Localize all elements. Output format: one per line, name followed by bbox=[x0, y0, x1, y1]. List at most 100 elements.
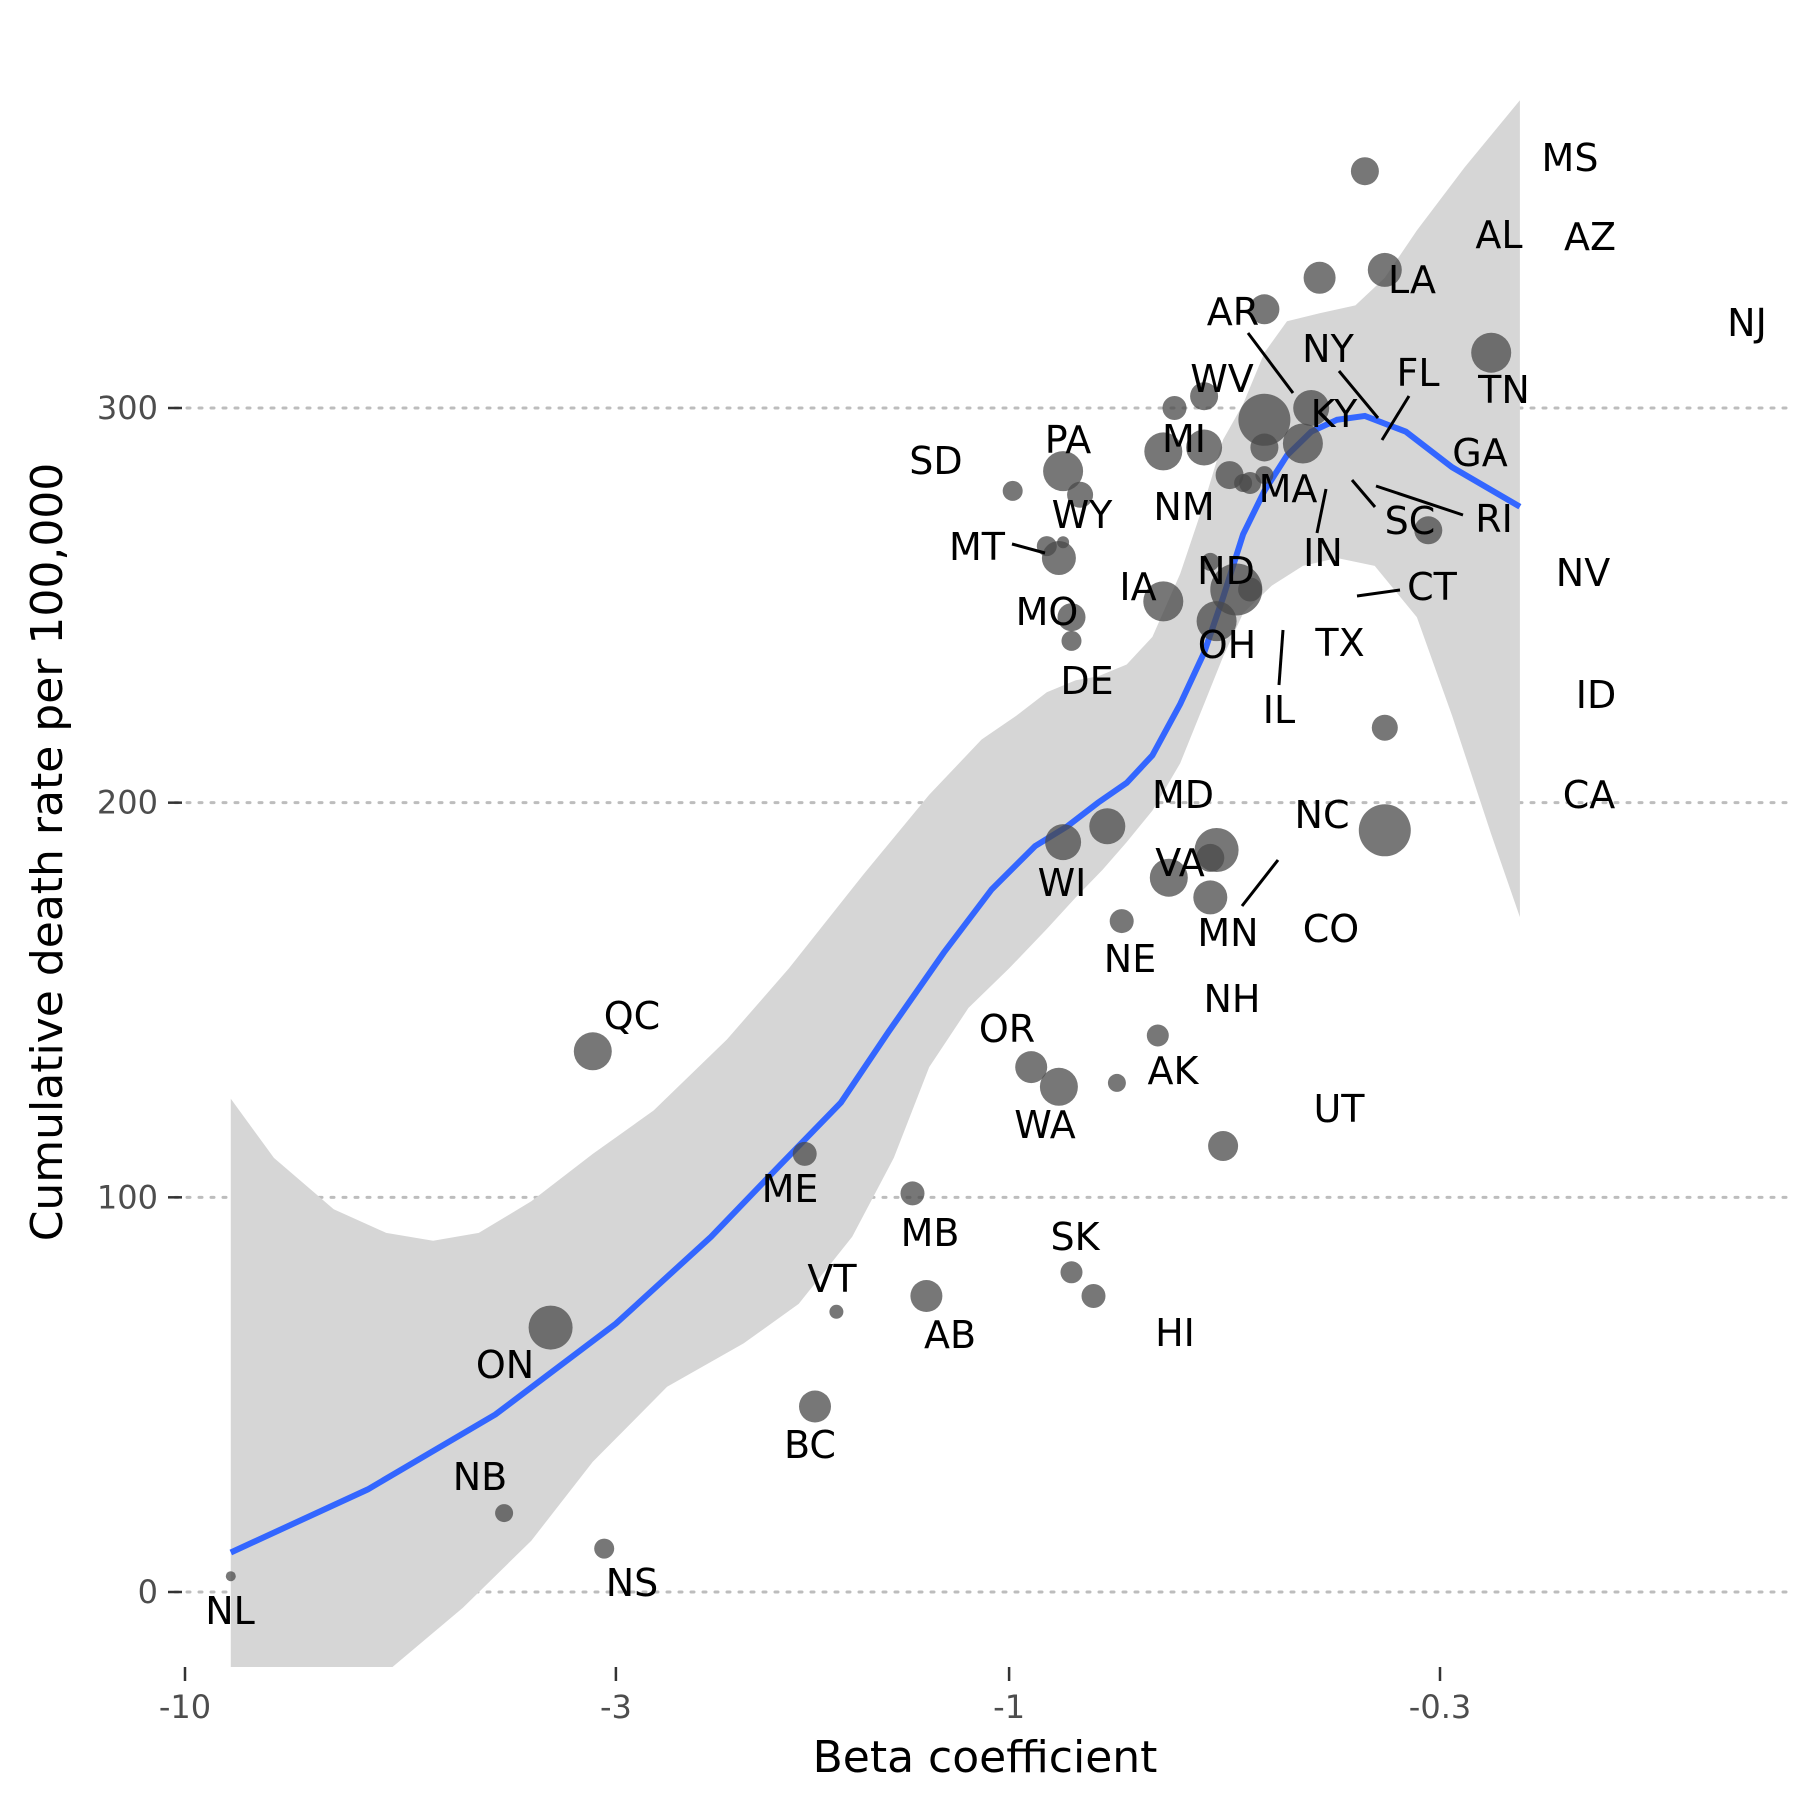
point-de bbox=[1061, 630, 1082, 651]
point-label-in: IN bbox=[1303, 531, 1343, 575]
y-tick-label: 300 bbox=[97, 389, 158, 427]
x-tick-label: -3 bbox=[600, 1688, 632, 1726]
point-sd bbox=[1002, 480, 1023, 501]
point-label-nc: NC bbox=[1295, 793, 1350, 837]
x-tick-label: -0.3 bbox=[1409, 1688, 1471, 1726]
point-label-ma: MA bbox=[1259, 467, 1318, 511]
point-label-nb: NB bbox=[453, 1455, 508, 1499]
point-wy bbox=[1057, 536, 1070, 549]
point-mi bbox=[1144, 432, 1183, 471]
point-label-oh: OH bbox=[1198, 623, 1256, 667]
leader-line bbox=[1277, 629, 1285, 686]
x-axis-title: Beta coefficient bbox=[813, 1732, 1158, 1783]
point-ne bbox=[1109, 909, 1134, 934]
point-ia bbox=[1057, 603, 1086, 632]
point-label-ia: IA bbox=[1119, 565, 1156, 609]
point-mb bbox=[900, 1181, 925, 1206]
point-ny bbox=[1238, 393, 1291, 446]
point-ut bbox=[1208, 1131, 1239, 1161]
point-on bbox=[528, 1305, 573, 1350]
point-label-wi: WI bbox=[1038, 861, 1087, 905]
leader-line bbox=[1380, 395, 1411, 441]
point-label-ct: CT bbox=[1407, 565, 1458, 609]
point-nl bbox=[225, 1571, 236, 1582]
leader-line bbox=[1337, 370, 1380, 419]
point-label-mt: MT bbox=[949, 525, 1006, 569]
x-tick-label: -10 bbox=[159, 1688, 211, 1726]
point-va bbox=[1149, 858, 1188, 897]
point-tx bbox=[1210, 563, 1263, 616]
point-label-nj: NJ bbox=[1727, 301, 1767, 345]
y-tick-label: 0 bbox=[138, 1573, 158, 1611]
point-ky bbox=[1186, 429, 1223, 466]
leader-line bbox=[1011, 542, 1046, 555]
leader-line bbox=[1240, 859, 1280, 907]
point-bc bbox=[799, 1390, 831, 1423]
point-ga bbox=[1282, 423, 1323, 464]
point-label-wv: WV bbox=[1190, 357, 1254, 401]
point-label-ri: RI bbox=[1475, 497, 1513, 541]
point-label-pa: PA bbox=[1045, 418, 1091, 462]
point-label-ne: NE bbox=[1104, 937, 1156, 981]
point-pa bbox=[1043, 451, 1084, 492]
point-label-id: ID bbox=[1576, 673, 1616, 717]
point-wa bbox=[1039, 1067, 1078, 1106]
point-label-fl: FL bbox=[1396, 351, 1439, 395]
y-tick-label: 200 bbox=[97, 784, 158, 822]
point-label-sc: SC bbox=[1385, 499, 1436, 543]
point-label-nh: NH bbox=[1204, 977, 1261, 1021]
point-nd bbox=[1143, 581, 1184, 622]
point-labels: NL NB NS ON QC BC VT ME MB AB OR WA SK HI AK NE NH UT WI MD… bbox=[205, 136, 1767, 1633]
point-mn bbox=[1196, 843, 1225, 872]
point-ct bbox=[1238, 577, 1263, 602]
point-in bbox=[1234, 474, 1253, 492]
point-ar bbox=[1190, 382, 1219, 411]
point-nj bbox=[1471, 332, 1512, 373]
point-nm bbox=[1067, 481, 1094, 508]
point-me bbox=[792, 1141, 817, 1166]
point-co bbox=[1193, 880, 1228, 915]
point-label-ky: KY bbox=[1311, 392, 1359, 436]
confidence-ribbon bbox=[230, 100, 1520, 1668]
point-sk bbox=[1060, 1261, 1083, 1284]
y-tick-label: 100 bbox=[97, 1178, 158, 1216]
point-label-mi: MI bbox=[1162, 417, 1206, 461]
point-label-nm: NM bbox=[1153, 485, 1214, 529]
point-tn bbox=[1293, 390, 1330, 426]
data-points bbox=[225, 157, 1512, 1582]
point-label-va: VA bbox=[1155, 841, 1205, 885]
leader-line bbox=[1315, 488, 1328, 534]
point-label-tx: TX bbox=[1314, 621, 1364, 665]
point-label-on: ON bbox=[476, 1343, 534, 1387]
point-id bbox=[1371, 714, 1398, 741]
point-label-sd: SD bbox=[909, 439, 962, 483]
point-label-qc: QC bbox=[604, 994, 660, 1038]
leader-line bbox=[1246, 332, 1295, 394]
point-label-az: AZ bbox=[1564, 215, 1616, 259]
point-label-nd: ND bbox=[1197, 549, 1255, 593]
point-label-nl: NL bbox=[205, 1589, 255, 1633]
point-label-wy: WY bbox=[1052, 493, 1114, 537]
axis-ticks: 0 100 200 300 -10 -3 -1 -0.3 bbox=[97, 389, 1471, 1726]
y-axis-title: Cumulative death rate per 100,000 bbox=[22, 463, 73, 1242]
point-label-sk: SK bbox=[1050, 1215, 1100, 1259]
point-label-mn: MN bbox=[1197, 911, 1258, 955]
point-label-md: MD bbox=[1152, 773, 1214, 817]
point-label-la: LA bbox=[1388, 258, 1436, 302]
point-fl bbox=[1250, 433, 1279, 462]
point-nb bbox=[495, 1504, 514, 1523]
point-nv bbox=[1414, 516, 1443, 545]
point-label-me: ME bbox=[762, 1167, 819, 1211]
point-qc bbox=[573, 1032, 612, 1071]
leader-line bbox=[1356, 588, 1401, 598]
leader-line bbox=[1350, 479, 1377, 508]
point-label-vt: VT bbox=[807, 1257, 857, 1301]
point-nh bbox=[1146, 1024, 1169, 1047]
point-ca bbox=[1358, 804, 1411, 857]
point-label-ns: NS bbox=[606, 1561, 659, 1605]
point-or bbox=[1015, 1051, 1048, 1084]
point-label-wa: WA bbox=[1014, 1103, 1076, 1147]
point-label-mb: MB bbox=[901, 1211, 960, 1255]
point-vt bbox=[829, 1304, 844, 1319]
point-label-ut: UT bbox=[1313, 1087, 1365, 1131]
